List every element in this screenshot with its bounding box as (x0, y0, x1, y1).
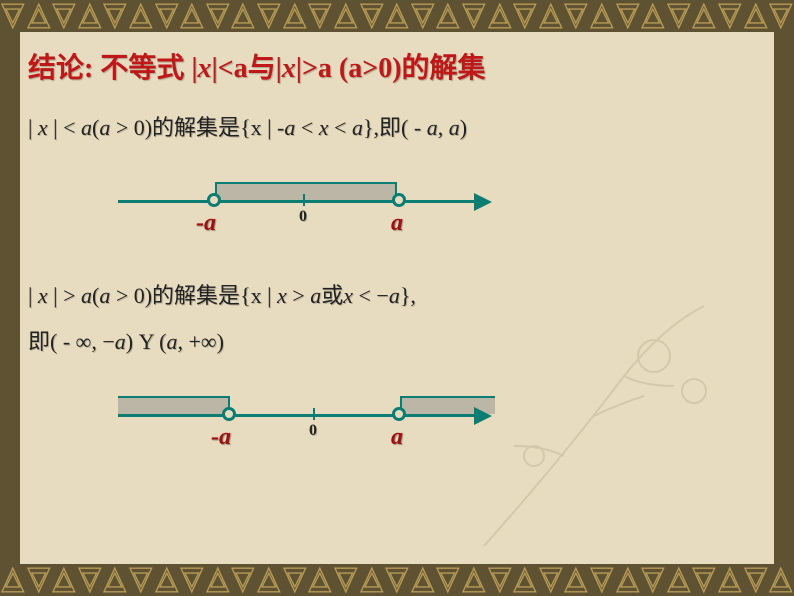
formula-line-2: | x | > a(a > 0)的解集是{x | x > a或x < −a}, (28, 278, 766, 310)
d2-zero-tick (313, 408, 315, 420)
formula-line-1: | x | < a(a > 0)的解集是{x | -a < x < a},即( … (28, 110, 766, 142)
d2-axis (118, 414, 478, 417)
d1-axis (118, 200, 478, 203)
content-area: 结论: 不等式 |x|<a与|x|>a (a>0)的解集 | x | < a(a… (28, 40, 766, 556)
d2-shaded-left (118, 396, 230, 414)
l2-cn2: 或 (321, 283, 343, 308)
border-triangles-top (0, 0, 794, 32)
formula-line-3: 即( - ∞, −a) Y (a, +∞) (28, 324, 766, 356)
l2-a1: a (81, 283, 92, 308)
d1-label-zero: 0 (299, 208, 307, 226)
l2-p7: < − (353, 283, 389, 308)
l1-cn2: 即 (379, 115, 401, 140)
title-var-x1: x (198, 53, 212, 84)
d1-label-a: a (391, 210, 403, 237)
l1-p4: > 0) (110, 115, 152, 140)
l1-p5: {x | - (240, 115, 284, 140)
l2-p6: > (287, 283, 310, 308)
number-line-diagram-2: -a 0 a (118, 374, 518, 452)
l2-p2: | > (48, 283, 81, 308)
l3-a1: a (115, 329, 126, 354)
l2-a3: a (310, 283, 321, 308)
page-title: 结论: 不等式 |x|<a与|x|>a (a>0)的解集 (28, 46, 766, 86)
title-mid2: |>a (a>0)的解集 (296, 53, 486, 84)
l1-cn1: 的解集是 (152, 115, 240, 140)
l1-a6: a (449, 115, 460, 140)
l2-x3: x (343, 283, 353, 308)
l3-p3: ( (154, 329, 167, 354)
number-line-diagram-1: -a 0 a (118, 160, 518, 250)
l2-a2: a (99, 283, 110, 308)
l1-a5: a (427, 115, 438, 140)
l2-p8: }, (400, 283, 416, 308)
l2-p5: {x | (240, 283, 277, 308)
d2-label-neg-a: -a (211, 424, 231, 451)
l1-p7: < (329, 115, 352, 140)
l1-x1: x (38, 115, 48, 140)
d1-shaded-interval (215, 182, 397, 200)
border-right (774, 0, 794, 596)
d1-open-circle-left (207, 193, 221, 207)
d2-open-circle-right (392, 407, 406, 421)
l2-p4: > 0) (110, 283, 152, 308)
d1-label-neg-a: -a (196, 210, 216, 237)
l2-x2: x (277, 283, 287, 308)
l2-x1: x (38, 283, 48, 308)
l3-a2: a (167, 329, 178, 354)
d1-zero-tick (303, 194, 305, 206)
d2-label-zero: 0 (309, 422, 317, 440)
l1-a4: a (352, 115, 363, 140)
d2-arrowhead-icon (474, 407, 492, 425)
l2-p1: | (28, 283, 38, 308)
l1-p11: ) (460, 115, 467, 140)
l3-union: Y (139, 329, 154, 354)
l1-a2: a (99, 115, 110, 140)
l3-p2: ) (126, 329, 139, 354)
d1-open-circle-right (392, 193, 406, 207)
d1-arrowhead-icon (474, 193, 492, 211)
title-var-x2: x (282, 53, 296, 84)
border-left (0, 0, 20, 596)
d2-open-circle-left (222, 407, 236, 421)
title-prefix: 结论: 不等式 | (28, 53, 198, 84)
l1-p9: ( - (401, 115, 427, 140)
l1-a3: a (284, 115, 295, 140)
slide: 结论: 不等式 |x|<a与|x|>a (a>0)的解集 | x | < a(a… (0, 0, 794, 596)
l1-a1: a (81, 115, 92, 140)
l2-a4: a (389, 283, 400, 308)
l1-p1: | (28, 115, 38, 140)
border-triangles-bottom (0, 564, 794, 596)
l1-p8: }, (363, 115, 379, 140)
l2-cn1: 的解集是 (152, 283, 240, 308)
l1-p6: < (295, 115, 318, 140)
l3-p4: , +∞) (178, 329, 224, 354)
d2-label-a: a (391, 424, 403, 451)
title-mid1: |<a与| (212, 53, 282, 84)
l3-p1: ( - ∞, − (50, 329, 115, 354)
l1-x2: x (319, 115, 329, 140)
l1-p2: | < (48, 115, 81, 140)
l1-p10: , (438, 115, 449, 140)
l3-cn1: 即 (28, 329, 50, 354)
